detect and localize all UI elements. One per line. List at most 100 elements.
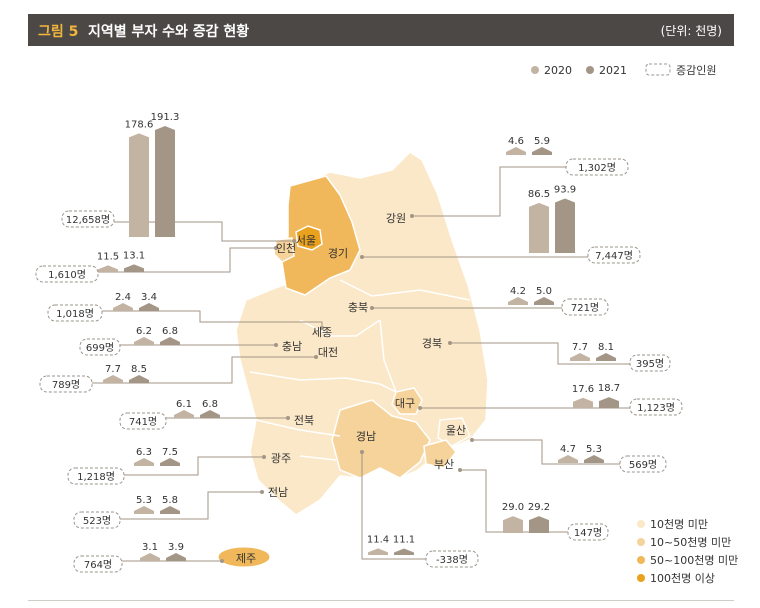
bar-v2020: [558, 455, 578, 463]
map-border: [379, 319, 397, 393]
bar-v2020: [529, 202, 549, 253]
bar-v2021: [155, 126, 175, 237]
change-value: 523명: [83, 515, 111, 527]
change-box: [629, 398, 683, 416]
map-region-jeju: [217, 546, 271, 568]
change-value: 1,610명: [48, 269, 86, 281]
bar-v2021: [555, 198, 575, 253]
leader-dot: [410, 214, 414, 218]
region-label: 경북: [422, 337, 442, 350]
region-group-9: [410, 147, 629, 218]
region-label: 광주: [271, 452, 291, 465]
bar-value-v2021: 5.3: [586, 444, 602, 455]
change-value: 699명: [86, 342, 114, 354]
change-value: 764명: [84, 559, 112, 571]
change-box: [73, 555, 123, 573]
bar-v2020: [98, 265, 118, 272]
region-group-5: [119, 410, 290, 430]
leader-dot: [314, 355, 318, 359]
legend: [531, 63, 671, 76]
bar-value-v2020: 7.7: [572, 342, 588, 353]
region-label: 충남: [282, 340, 302, 353]
region-group-15: [458, 468, 609, 541]
change-value: 569명: [629, 459, 657, 471]
region-label: 서울: [296, 234, 316, 247]
change-box: [35, 265, 99, 283]
bar-v2020: [134, 337, 154, 345]
bar-value-v2020: 4.2: [510, 286, 526, 297]
leader-dot: [448, 341, 452, 345]
map-legend-label-2: 10~50천명 미만: [650, 535, 731, 549]
change-box: [61, 210, 115, 228]
region-group-3: [79, 337, 278, 356]
change-value: 395명: [636, 358, 664, 370]
map-border: [299, 455, 337, 461]
bar-value-v2020: 3.1: [142, 542, 158, 553]
region-label: 울산: [446, 424, 466, 437]
region-group-1: [35, 246, 278, 283]
unit-label: (단위: 천명): [660, 24, 722, 38]
leader-dot: [370, 306, 374, 310]
region-group-2: [47, 303, 324, 330]
bottom-divider: [28, 600, 734, 601]
change-value: -338명: [436, 554, 468, 566]
change-value: 721명: [571, 302, 599, 314]
map-legend-label-1: 10천명 미만: [650, 517, 708, 531]
region-group-7: [73, 490, 264, 529]
bar-v2020: [570, 353, 590, 361]
bar-value-v2021: 29.2: [528, 502, 550, 513]
leader-dot: [274, 246, 278, 250]
change-box: [629, 354, 671, 372]
bar-value-v2021: 6.8: [202, 399, 218, 410]
bar-value-v2021: 8.1: [598, 342, 614, 353]
leader-dot: [360, 450, 364, 454]
map-legend-swatch-3: [637, 556, 645, 564]
bar-v2021: [532, 147, 552, 155]
region-label: 대구: [395, 397, 415, 410]
legend-2020-label: 2020: [544, 64, 572, 77]
bar-v2020: [103, 375, 123, 383]
legend-change-label: 증감인원: [676, 64, 716, 77]
region-group-10: [360, 198, 641, 264]
region-label: 경남: [356, 430, 376, 443]
bar-value-v2020: 6.1: [176, 399, 192, 410]
change-box: [619, 455, 667, 473]
bar-v2020: [129, 133, 149, 237]
bar-value-v2020: 178.6: [125, 119, 154, 130]
map-border: [255, 419, 341, 437]
map-border: [339, 279, 471, 301]
bar-v2020: [134, 506, 154, 514]
map-region-seoul: [295, 225, 323, 251]
bar-value-v2020: 2.4: [115, 292, 131, 303]
region-group-16: [360, 450, 479, 568]
leader-line: [98, 247, 276, 273]
leader-dot: [220, 559, 224, 563]
map-region-busan: [423, 439, 457, 469]
bar-v2021: [160, 458, 180, 466]
leader-line: [102, 310, 323, 328]
bar-v2021: [394, 548, 414, 555]
bar-v2021: [529, 516, 549, 533]
leader-dot: [260, 490, 264, 494]
bar-v2021: [584, 455, 604, 463]
bar-value-v2021: 191.3: [151, 112, 180, 123]
bar-v2020: [174, 410, 194, 418]
change-value: 1,018명: [56, 308, 94, 320]
leader-line: [450, 342, 630, 365]
map-region-daegu: [391, 387, 423, 415]
map-legend-label-4: 100천명 이상: [650, 571, 715, 585]
bar-v2021: [166, 553, 186, 561]
legend-2021-label: 2021: [599, 64, 627, 77]
bar-value-v2021: 8.5: [131, 364, 147, 375]
bar-v2020: [573, 397, 593, 408]
bar-value-v2021: 13.1: [123, 250, 145, 261]
change-box: [73, 511, 121, 529]
leader-line: [412, 166, 566, 217]
bar-v2021: [160, 506, 180, 514]
leader-dot: [274, 343, 278, 347]
region-label: 전북: [294, 414, 314, 427]
leader-line: [460, 469, 568, 533]
bar-v2020: [140, 553, 160, 561]
bar-v2020: [503, 516, 523, 533]
bar-v2021: [160, 337, 180, 345]
